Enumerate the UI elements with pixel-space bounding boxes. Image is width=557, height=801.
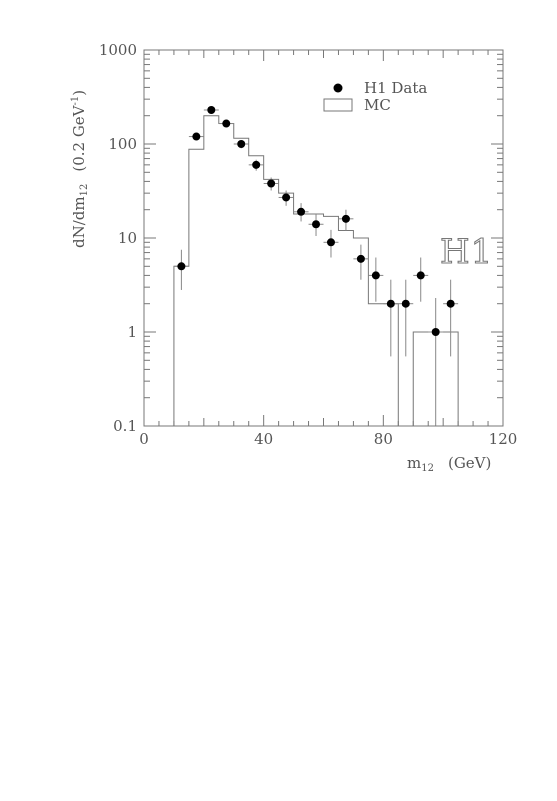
- data-point: [416, 271, 425, 280]
- data-point: [177, 262, 186, 271]
- data-point: [386, 299, 395, 308]
- data-point: [207, 105, 216, 114]
- legend-dot-icon: [333, 83, 343, 93]
- y-axis-label-main: dN/dm: [70, 196, 88, 248]
- legend: H1 Data MC: [323, 79, 427, 114]
- x-tick-label: 80: [374, 430, 393, 448]
- y-tick-label: 100: [108, 135, 137, 153]
- data-point: [371, 271, 380, 280]
- data-point: [446, 299, 455, 308]
- y-axis-label-unit-sup: -1: [70, 96, 81, 106]
- x-tick-label: 120: [489, 430, 518, 448]
- data-point: [267, 179, 276, 188]
- axis-ticks: [143, 50, 504, 427]
- x-tick-label: 40: [254, 430, 273, 448]
- mc-histogram-line: [173, 115, 459, 427]
- data-point: [252, 160, 261, 169]
- data-point: [431, 328, 440, 336]
- mc-histogram: [173, 115, 459, 427]
- x-axis-label-main: m: [407, 454, 421, 472]
- data-point: [222, 119, 231, 128]
- y-axis-label-sub: 12: [79, 184, 90, 197]
- y-tick-label: 0.1: [113, 417, 137, 435]
- data-points: [173, 105, 459, 426]
- data-point: [282, 193, 291, 202]
- legend-label-mc: MC: [364, 96, 391, 114]
- data-point: [297, 207, 306, 216]
- legend-box-icon: [323, 98, 353, 112]
- data-point: [237, 140, 246, 148]
- data-point: [192, 132, 201, 141]
- y-axis-label-unit-close: ): [70, 90, 88, 96]
- h1-logo: H1: [440, 232, 493, 272]
- y-tick-label: 10: [118, 229, 137, 247]
- data-point: [356, 254, 365, 263]
- y-axis-label-unit-open: (0.2 GeV: [70, 104, 88, 171]
- data-point: [341, 214, 350, 223]
- data-point: [326, 238, 335, 247]
- y-tick-label: 1: [127, 323, 137, 341]
- y-axis-label: dN/dm12 (0.2 GeV-1): [70, 90, 90, 248]
- data-point: [401, 299, 410, 308]
- y-tick-label: 1000: [99, 41, 137, 59]
- x-tick-label: 0: [139, 430, 149, 448]
- x-axis-label: m12 (GeV): [407, 454, 491, 474]
- legend-label-data: H1 Data: [364, 79, 427, 97]
- data-point: [312, 220, 321, 229]
- x-axis-label-unit: (GeV): [448, 454, 491, 472]
- tick-labels: 0 40 80 120 0.1 1 10 100 1000: [99, 41, 518, 448]
- x-axis-label-sub: 12: [421, 463, 434, 474]
